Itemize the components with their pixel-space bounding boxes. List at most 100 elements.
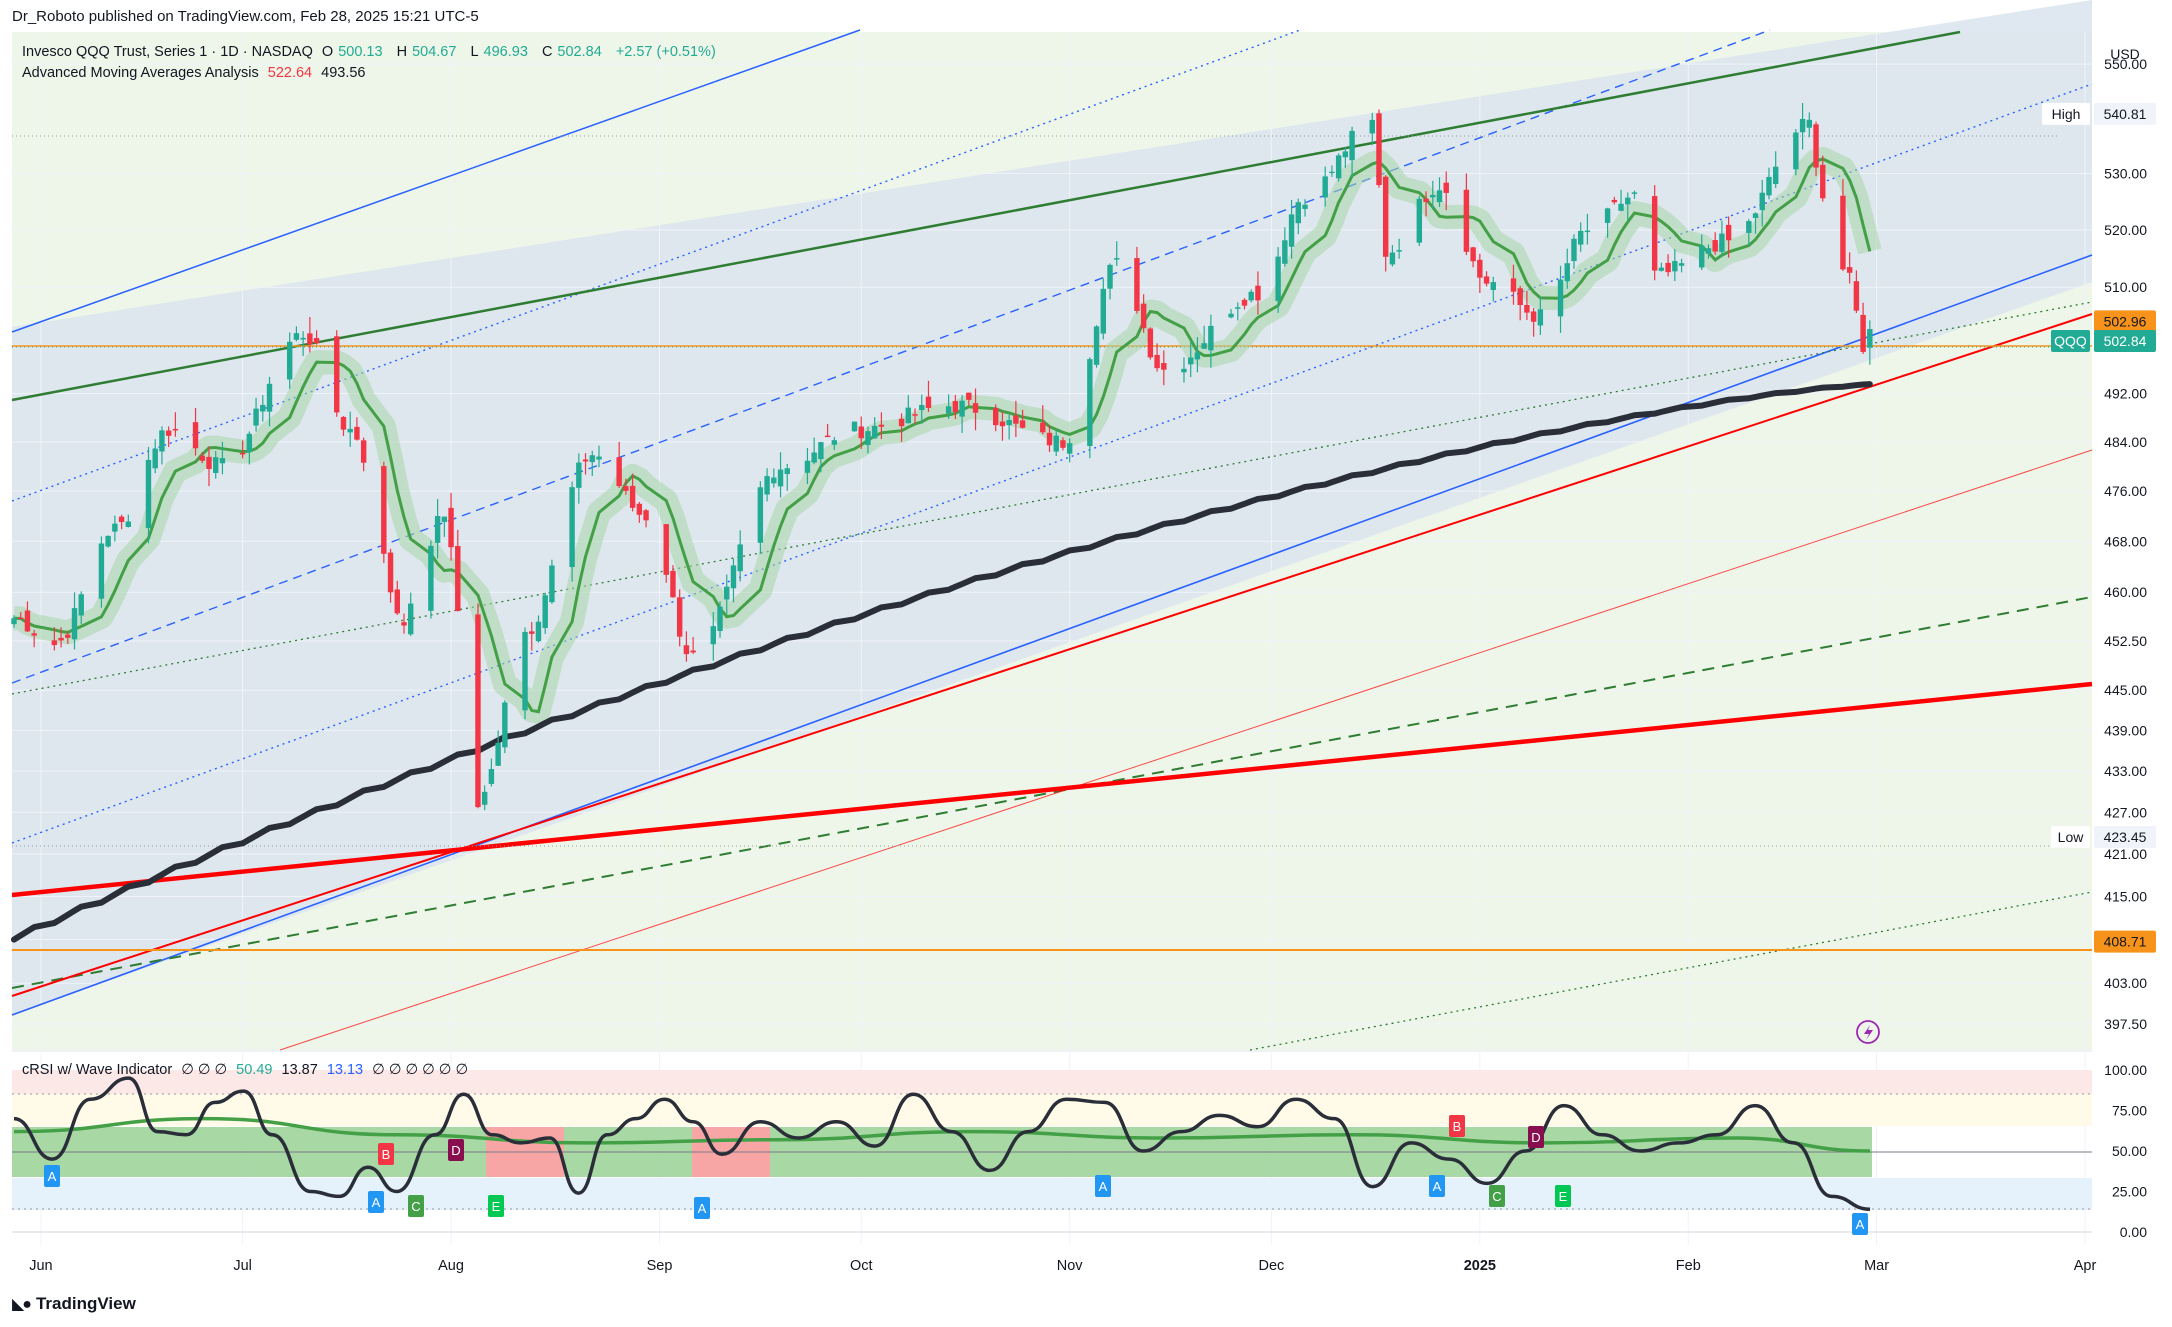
crsi-marker-label: C [1492, 1189, 1501, 1204]
time-tick-label: Oct [850, 1258, 873, 1274]
price-tag-label-box [2051, 825, 2090, 848]
candle-body [1813, 124, 1819, 168]
price-tag-box [2094, 825, 2156, 848]
candle-body [643, 510, 649, 521]
candle-body [1665, 262, 1671, 273]
crsi-axis: 100.00 75.00 50.00 25.00 0.00 [2104, 1062, 2147, 1240]
candle-body [1369, 119, 1375, 134]
crsi-marker-label: A [1856, 1217, 1865, 1232]
legend-change: +2.57 (+0.51%) [615, 44, 716, 60]
candle-body [1134, 258, 1140, 311]
candle-body [394, 589, 400, 614]
candle-body [51, 640, 58, 646]
candle-body [1618, 203, 1624, 211]
crsi-marker-box [1449, 1115, 1465, 1137]
legend-crsi[interactable]: cRSI w/ Wave Indicator ∅ ∅ ∅ 50.49 13.87… [22, 1062, 473, 1078]
crsi-marker-box [1095, 1175, 1111, 1197]
candle-body [1423, 198, 1429, 202]
legend-ma[interactable]: Advanced Moving Averages Analysis 522.64… [22, 65, 371, 81]
crsi-marker-label: A [1433, 1179, 1442, 1194]
price-tick-label: 433.00 [2104, 763, 2147, 779]
time-tick-label: Mar [1864, 1258, 1889, 1274]
legend-crsi-value-2: 13.87 [281, 1062, 318, 1078]
candle-body [1228, 313, 1234, 318]
candle-body [831, 440, 838, 445]
candle-body [1625, 197, 1631, 205]
candle-body [663, 524, 669, 575]
candle-body [1053, 435, 1059, 452]
candle-body [912, 414, 918, 416]
time-tick-label: Jul [233, 1258, 252, 1274]
candle-body [952, 401, 959, 413]
candle-body [1181, 368, 1187, 373]
candle-body [811, 452, 817, 463]
candle-body [1288, 214, 1295, 247]
candle-body [1302, 204, 1308, 209]
candle-body [71, 608, 78, 640]
candle-body [1678, 263, 1685, 266]
crsi-marker-label: B [1453, 1119, 1462, 1134]
candle-body [1483, 276, 1490, 284]
candle-body [1255, 285, 1261, 301]
candle-body [1530, 311, 1537, 322]
candle-body [1651, 196, 1658, 271]
candle-body [1013, 415, 1019, 424]
candle-body [1376, 113, 1382, 186]
candle-body [1329, 171, 1335, 174]
price-tag-value: 408.71 [2104, 934, 2147, 950]
price-tick-label: 439.00 [2104, 722, 2147, 738]
candle-body [1087, 359, 1093, 446]
candle-body [865, 431, 871, 445]
candle-body [1019, 420, 1026, 428]
candle-body [441, 516, 448, 522]
candle-body [340, 416, 347, 430]
crsi-pane: A B A C D E A A A B C D E A 100.00 75.00 50.00 25.00 0.00 [12, 1062, 2147, 1240]
candle-body [1396, 250, 1402, 252]
candle-body [1066, 443, 1073, 454]
candle-body [1840, 195, 1846, 270]
candle-body [1719, 233, 1725, 252]
candle-body [307, 333, 313, 345]
price-tag-box [2094, 330, 2156, 353]
legend-low-label: L [470, 44, 479, 60]
crsi-marker-box [378, 1143, 394, 1165]
candle-body [804, 460, 811, 473]
tradingview-logo[interactable]: ◣● TradingView [12, 1294, 136, 1314]
price-tag-value: 423.45 [2104, 829, 2147, 845]
candle-body [1187, 357, 1194, 365]
footer-brand: TradingView [35, 1294, 136, 1313]
candle-body [300, 337, 306, 340]
candle-body [1060, 440, 1066, 448]
candle-body [542, 595, 548, 629]
candle-body [1524, 304, 1530, 313]
time-axis: Jun Jul Aug Sep Oct Nov Dec 2025 Feb Mar Apr [29, 1258, 2096, 1274]
candle-body [347, 428, 353, 433]
legend-main[interactable]: Invesco QQQ Trust, Series 1 · 1D · NASDA… [22, 44, 721, 60]
candle-body [616, 457, 622, 487]
legend-crsi-value-1: 50.49 [236, 1062, 273, 1078]
candle-body [670, 570, 676, 598]
publish-line: Dr_Roboto published on TradingView.com, … [12, 8, 479, 25]
axis-strip [2092, 32, 2172, 1292]
legend-low-value: 496.93 [483, 44, 528, 60]
crsi-marker-box [408, 1195, 424, 1217]
candle-body [1477, 259, 1483, 278]
legend-symbol: Invesco QQQ Trust, Series 1 · 1D · NASDA… [22, 44, 313, 60]
candle-body [246, 433, 253, 452]
candle-body [448, 507, 454, 548]
candle-body [623, 486, 629, 491]
candle-body [1201, 343, 1207, 349]
candle-body [495, 742, 501, 766]
price-tag-label-box [2051, 330, 2090, 353]
candle-body [992, 408, 999, 426]
candle-body [717, 606, 723, 631]
candle-body [1699, 245, 1705, 268]
candle-body [125, 521, 132, 527]
candle-body [596, 456, 602, 460]
lightning-icon[interactable] [1856, 1020, 1880, 1044]
channel-dotted-upper [11, 29, 1301, 502]
candle-body [239, 452, 246, 455]
candle-body [159, 430, 165, 452]
candle-body [1746, 221, 1752, 233]
